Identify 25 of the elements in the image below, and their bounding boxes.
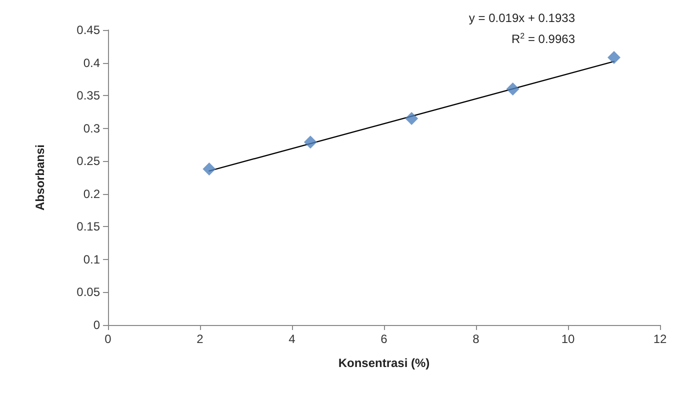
x-tick-label: 10: [561, 332, 575, 346]
point: [608, 51, 620, 64]
y-tick-label: 0.05: [76, 285, 100, 300]
y-tick-label: 0.3: [83, 121, 100, 136]
y-tick-label: 0.45: [76, 23, 100, 37]
y-tick-label: 0.2: [83, 186, 100, 201]
point: [506, 82, 520, 96]
x-axis-title: Konsentrasi (%): [338, 356, 430, 370]
x-tick-label: 2: [196, 332, 204, 346]
x-tick-label: 4: [288, 332, 296, 346]
y-tick-label: 0.1: [83, 252, 100, 266]
y-tick-label: 0.35: [76, 88, 100, 103]
point: [405, 112, 418, 125]
x-tick-label: 0: [104, 332, 112, 346]
x-tick-label: 6: [380, 332, 388, 346]
point: [304, 136, 317, 149]
point: [202, 162, 216, 176]
y-tick-label: 0.4: [83, 56, 100, 70]
y-tick-label: 0.15: [76, 220, 100, 234]
x-tick-label: 8: [472, 332, 480, 346]
y-tick-label: 0.25: [76, 154, 100, 168]
x-tick-label: 12: [653, 332, 667, 346]
y-axis-title: Absorbansi: [33, 144, 47, 211]
text: y = 0.019x + 0.1933: [468, 11, 576, 25]
y-tick-label: 0: [93, 318, 100, 332]
